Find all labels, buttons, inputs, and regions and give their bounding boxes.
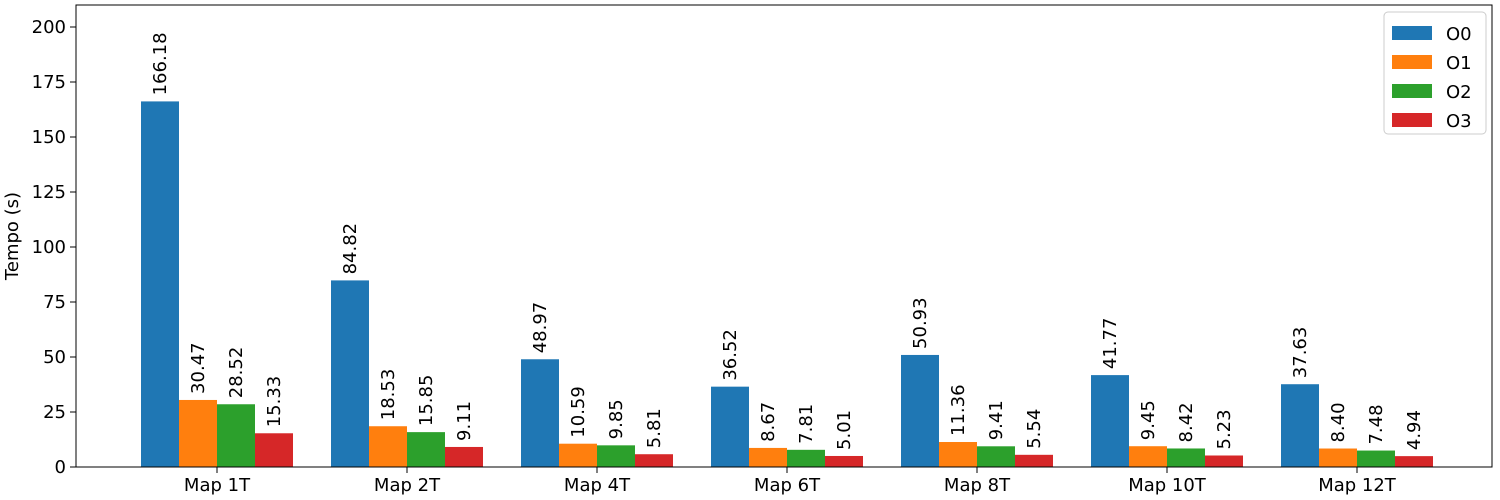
x-tick-label: Map 1T xyxy=(184,475,251,496)
x-tick-label: Map 10T xyxy=(1128,475,1207,496)
bar-o1-map-1t xyxy=(179,399,217,467)
data-label: 8.42 xyxy=(1176,402,1197,442)
data-label: 8.40 xyxy=(1328,402,1349,442)
bar-o0-map-1t xyxy=(141,101,179,468)
bar-o0-map-4t xyxy=(521,359,559,467)
legend-label-o1: O1 xyxy=(1446,53,1472,74)
x-tick-label: Map 2T xyxy=(374,475,441,496)
y-tick-label: 200 xyxy=(32,17,66,38)
data-label: 9.41 xyxy=(986,400,1007,440)
legend-swatch-o0 xyxy=(1392,26,1432,40)
data-label: 11.36 xyxy=(948,384,969,436)
y-tick-label: 0 xyxy=(55,457,66,478)
bar-o3-map-2t xyxy=(445,446,483,467)
bar-o3-map-4t xyxy=(635,454,673,467)
bar-o2-map-10t xyxy=(1167,448,1205,467)
data-label: 15.85 xyxy=(416,375,437,427)
y-tick-label: 50 xyxy=(43,347,66,368)
y-tick-label: 100 xyxy=(32,237,66,258)
data-labels-layer: 166.18 30.47 28.52 15.33 84.82 18.53 15.85 9.11… xyxy=(150,32,1425,450)
x-tick-label: Map 4T xyxy=(564,475,631,496)
y-tick-label: 175 xyxy=(32,72,66,93)
bar-o3-map-10t xyxy=(1205,455,1243,467)
data-label: 50.93 xyxy=(910,297,931,349)
data-label: 28.52 xyxy=(226,347,247,399)
y-tick-label: 125 xyxy=(32,182,66,203)
legend-swatch-o1 xyxy=(1392,55,1432,69)
legend-swatch-o3 xyxy=(1392,113,1432,127)
y-tick-label: 150 xyxy=(32,127,66,148)
data-label: 10.59 xyxy=(568,386,589,438)
bar-o1-map-2t xyxy=(369,426,407,467)
data-label: 41.77 xyxy=(1100,318,1121,370)
x-axis: Map 1T Map 2T Map 4T Map 6T Map 8T Map 10T Map… xyxy=(184,467,1397,496)
data-label: 9.11 xyxy=(454,401,475,441)
bar-o1-map-4t xyxy=(559,443,597,467)
bar-o1-map-10t xyxy=(1129,446,1167,467)
bar-o1-map-12t xyxy=(1319,448,1357,467)
bar-o1-map-6t xyxy=(749,447,787,467)
y-tick-label: 25 xyxy=(43,402,66,423)
bar-o0-map-2t xyxy=(331,280,369,467)
data-label: 5.81 xyxy=(644,408,665,448)
bar-o2-map-6t xyxy=(787,449,825,467)
bar-o0-map-12t xyxy=(1281,384,1319,467)
legend: O0 O1 O2 O3 xyxy=(1383,11,1487,135)
bar-o2-map-2t xyxy=(407,432,445,467)
bar-o0-map-8t xyxy=(901,354,939,467)
x-tick-label: Map 6T xyxy=(754,475,821,496)
data-label: 5.54 xyxy=(1024,409,1045,449)
data-label: 37.63 xyxy=(1290,327,1311,379)
data-label: 8.67 xyxy=(758,402,779,442)
bar-o1-map-8t xyxy=(939,442,977,467)
data-label: 7.81 xyxy=(796,404,817,444)
data-label: 48.97 xyxy=(530,302,551,354)
plot-frame xyxy=(75,4,1493,468)
data-label: 36.52 xyxy=(720,329,741,381)
data-label: 4.94 xyxy=(1404,410,1425,450)
bar-o2-map-4t xyxy=(597,445,635,467)
legend-items: O0 O1 O2 O3 xyxy=(1392,24,1472,132)
data-label: 9.45 xyxy=(1138,400,1159,440)
y-axis-title: Tempo (s) xyxy=(2,192,23,281)
data-label: 30.47 xyxy=(188,342,209,394)
x-tick-label: Map 8T xyxy=(944,475,1011,496)
y-tick-label: 75 xyxy=(43,292,66,313)
bar-o3-map-12t xyxy=(1395,456,1433,467)
data-label: 7.48 xyxy=(1366,404,1387,444)
bars-layer xyxy=(141,101,1433,468)
data-label: 5.01 xyxy=(834,410,855,450)
bar-o2-map-8t xyxy=(977,446,1015,467)
legend-label-o2: O2 xyxy=(1446,82,1472,103)
data-label: 84.82 xyxy=(340,223,361,275)
bar-o3-map-6t xyxy=(825,455,863,467)
y-axis: 0 25 50 75 100 125 150 175 200 xyxy=(32,17,76,478)
bar-o0-map-10t xyxy=(1091,375,1129,467)
legend-label-o3: O3 xyxy=(1446,111,1472,132)
legend-swatch-o2 xyxy=(1392,84,1432,98)
x-tick-label: Map 12T xyxy=(1318,475,1397,496)
data-label: 18.53 xyxy=(378,369,399,421)
bar-o3-map-8t xyxy=(1015,454,1053,467)
legend-label-o0: O0 xyxy=(1446,24,1472,45)
data-label: 5.23 xyxy=(1214,409,1235,449)
data-label: 15.33 xyxy=(264,376,285,428)
bar-o0-map-6t xyxy=(711,386,749,467)
legend-box xyxy=(1383,11,1487,135)
bar-o2-map-12t xyxy=(1357,450,1395,467)
bar-o2-map-1t xyxy=(217,404,255,467)
data-label: 9.85 xyxy=(606,399,627,439)
bar-o3-map-1t xyxy=(255,433,293,467)
data-label: 166.18 xyxy=(150,32,171,95)
